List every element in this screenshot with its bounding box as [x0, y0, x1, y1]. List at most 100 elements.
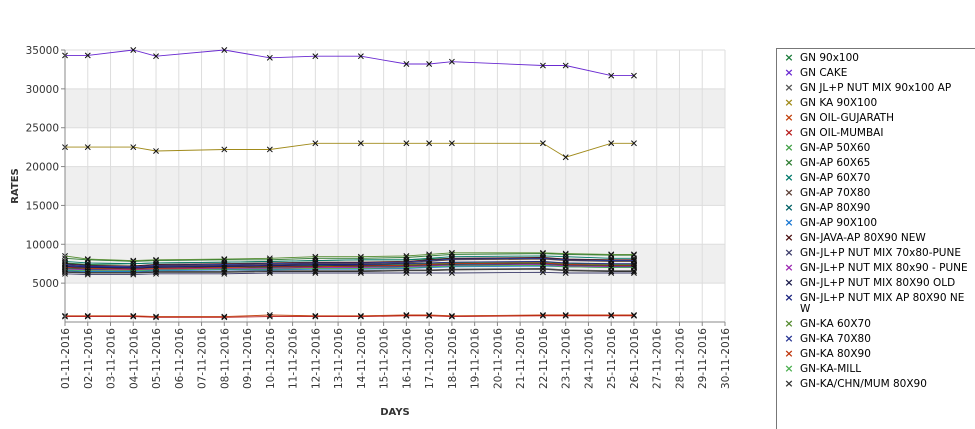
- x-tick-label: 21-11-2016: [515, 328, 527, 389]
- series-point: [130, 144, 137, 151]
- y-tick-label: 15000: [26, 200, 59, 212]
- series-point: [448, 266, 455, 273]
- x-tick-label: 15-11-2016: [379, 328, 391, 389]
- series-point: [631, 257, 637, 264]
- legend-item[interactable]: × GN-JL+P NUT MIX 80X90 OLD: [777, 276, 975, 289]
- series-group: [62, 312, 637, 320]
- legend-label: GN JL+P NUT MIX 90x100 AP: [800, 82, 952, 94]
- legend-item[interactable]: × GN CAKE: [777, 66, 975, 79]
- series-point: [221, 256, 228, 263]
- series-point: [403, 270, 410, 276]
- legend-item[interactable]: × GN-AP 90X100: [777, 217, 975, 229]
- series-point: [266, 255, 273, 262]
- legend-label: GN-JL+P NUT MIX 80x90 - PUNE: [800, 262, 968, 274]
- legend-marker-icon: ×: [784, 141, 794, 154]
- series-point: [403, 61, 410, 67]
- legend-item[interactable]: × GN KA 90X100: [777, 96, 975, 109]
- legend-marker-icon: ×: [784, 81, 794, 94]
- legend-item[interactable]: × GN-AP 80X90: [777, 202, 975, 214]
- legend-label: GN-KA/CHN/MUM 80X90: [800, 378, 927, 390]
- legend-item[interactable]: × GN-JL+P NUT MIX AP 80X90 NEW: [777, 292, 975, 315]
- plot-band: [65, 50, 725, 89]
- y-tick-labels: 5000 10000 15000 20000 25000 30000 35000: [26, 45, 65, 290]
- series-point: [130, 47, 137, 53]
- series-point: [608, 312, 615, 319]
- legend-marker-icon: ×: [784, 261, 794, 274]
- legend-item[interactable]: × GN-KA 60X70: [777, 317, 975, 330]
- legend-item[interactable]: × GN 90x100: [777, 52, 975, 64]
- x-tick-label: 02-11-2016: [83, 328, 95, 389]
- series-point: [631, 251, 637, 258]
- series-point: [608, 140, 615, 147]
- x-axis-label: DAYS: [380, 407, 410, 418]
- x-tick-label: 19-11-2016: [470, 328, 482, 389]
- series-point: [426, 261, 433, 268]
- series-point: [153, 148, 159, 154]
- legend-marker-icon: ×: [784, 317, 794, 330]
- series-point: [357, 140, 364, 147]
- series-point: [562, 312, 569, 319]
- series-point: [539, 140, 546, 147]
- series-point: [357, 312, 364, 319]
- series-point: [130, 313, 137, 320]
- series-point: [357, 253, 364, 260]
- legend-label: GN-JL+P NUT MIX AP 80X90 NEW: [800, 292, 965, 315]
- legend-item[interactable]: × GN-JAVA-AP 80X90 NEW: [777, 232, 975, 244]
- x-tick-label: 22-11-2016: [538, 328, 550, 389]
- series-point: [608, 312, 615, 318]
- legend-label: GN CAKE: [800, 67, 848, 79]
- series-point: [153, 313, 159, 320]
- x-tick-label: 07-11-2016: [197, 328, 209, 389]
- x-tick-label: 17-11-2016: [424, 328, 436, 389]
- legend-marker-icon: ×: [784, 96, 794, 109]
- legend-marker-icon: ×: [784, 276, 794, 289]
- x-tick-label: 30-11-2016: [720, 328, 732, 389]
- legend-marker-icon: ×: [784, 332, 794, 345]
- horizontal-gridlines: [65, 49, 725, 284]
- series-point: [84, 313, 91, 320]
- series-point: [539, 259, 546, 266]
- legend-label: GN-AP 70X80: [800, 187, 871, 199]
- legend-item[interactable]: × GN JL+P NUT MIX 90x100 AP: [777, 81, 975, 94]
- legend-item[interactable]: × GN-JL+P NUT MIX 80x90 - PUNE: [777, 261, 975, 274]
- legend-item[interactable]: × GN-JL+P NUT MIX 70x80-PUNE: [777, 246, 975, 259]
- legend-item[interactable]: × GN OIL-MUMBAI: [777, 127, 975, 139]
- legend-item[interactable]: × GN-AP 60X70: [777, 172, 975, 184]
- series-point: [539, 312, 546, 319]
- series-point: [312, 312, 319, 319]
- plot-band: [65, 205, 725, 245]
- legend-marker-icon: ×: [784, 66, 794, 79]
- legend-item[interactable]: × GN-AP 50X60: [777, 141, 975, 154]
- legend-item[interactable]: × GN OIL-GUJARATH: [777, 112, 975, 124]
- legend-item[interactable]: × GN-KA/CHN/MUM 80X90: [777, 378, 975, 390]
- legend-item[interactable]: × GN-AP 60X65: [777, 157, 975, 169]
- series-point: [448, 260, 455, 267]
- series-layer: [62, 47, 637, 321]
- series-point: [426, 267, 433, 274]
- series-point: [608, 257, 615, 264]
- series-point: [84, 267, 91, 274]
- x-tick-label: 24-11-2016: [583, 328, 595, 389]
- x-tick-label: 12-11-2016: [310, 328, 322, 389]
- series-point: [562, 154, 569, 161]
- series-point: [153, 53, 159, 60]
- legend-item[interactable]: × GN-KA-MILL: [777, 363, 975, 375]
- series-point: [403, 140, 410, 147]
- legend-item[interactable]: × GN-KA 80X90: [777, 348, 975, 360]
- legend-marker-icon: ×: [784, 246, 794, 259]
- series-point: [631, 140, 637, 147]
- x-tick-label: 09-11-2016: [242, 328, 254, 389]
- series-point: [448, 312, 455, 319]
- series-point: [631, 72, 637, 79]
- legend-label: GN-JAVA-AP 80X90 NEW: [800, 232, 926, 244]
- x-tick-label: 14-11-2016: [356, 328, 368, 389]
- series-point: [312, 268, 319, 275]
- legend-item[interactable]: × GN-KA 70X80: [777, 332, 975, 345]
- y-tick-label: 30000: [26, 84, 59, 96]
- series-point: [84, 265, 91, 272]
- legend-item[interactable]: × GN-AP 70X80: [777, 187, 975, 199]
- series-point: [448, 140, 455, 147]
- y-tick-label: 20000: [26, 162, 59, 174]
- series-point: [539, 266, 546, 273]
- series-point: [266, 268, 273, 275]
